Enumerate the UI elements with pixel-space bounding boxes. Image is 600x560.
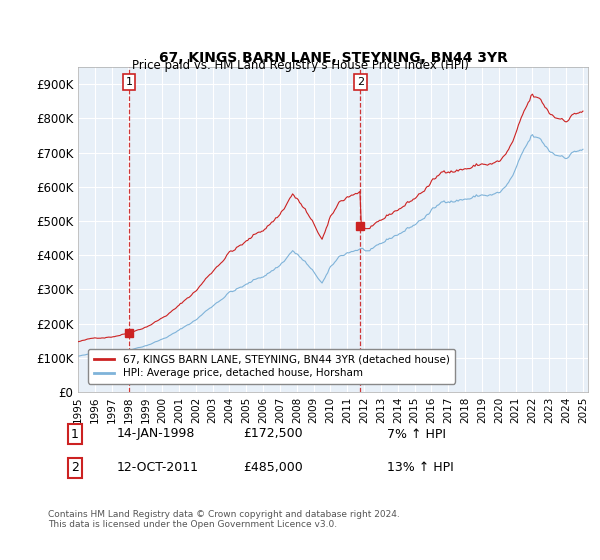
Text: 1: 1 [125,77,133,87]
Text: 13% ↑ HPI: 13% ↑ HPI [387,461,454,474]
Text: 12-OCT-2011: 12-OCT-2011 [117,461,199,474]
Text: 1: 1 [71,427,79,441]
Text: 7% ↑ HPI: 7% ↑ HPI [387,427,446,441]
Text: 2: 2 [71,461,79,474]
Text: 14-JAN-1998: 14-JAN-1998 [117,427,196,441]
Text: £172,500: £172,500 [243,427,302,441]
Text: £485,000: £485,000 [243,461,303,474]
Text: 2: 2 [357,77,364,87]
Title: 67, KINGS BARN LANE, STEYNING, BN44 3YR: 67, KINGS BARN LANE, STEYNING, BN44 3YR [158,50,508,64]
Text: Contains HM Land Registry data © Crown copyright and database right 2024.
This d: Contains HM Land Registry data © Crown c… [48,510,400,529]
Legend: 67, KINGS BARN LANE, STEYNING, BN44 3YR (detached house), HPI: Average price, de: 67, KINGS BARN LANE, STEYNING, BN44 3YR … [88,349,455,384]
Text: Price paid vs. HM Land Registry's House Price Index (HPI): Price paid vs. HM Land Registry's House … [131,59,469,72]
